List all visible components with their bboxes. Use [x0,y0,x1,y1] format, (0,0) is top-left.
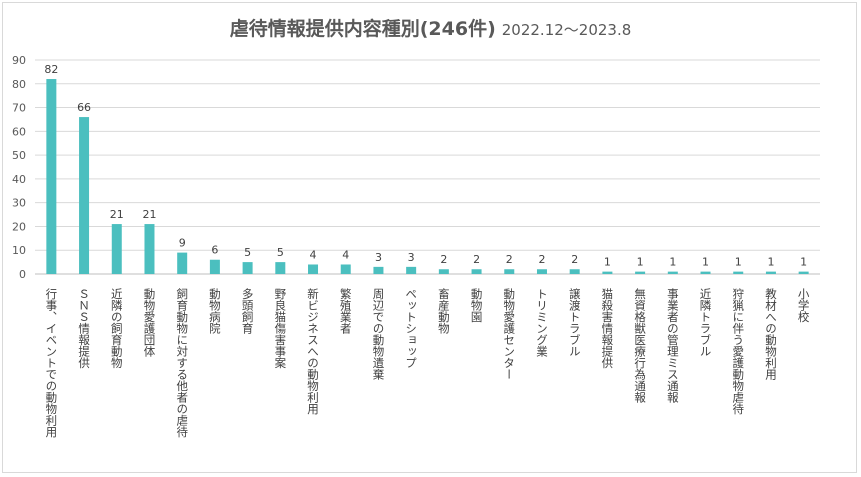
x-tick-label: 近隣トラブル [699,288,713,357]
bar [209,259,220,274]
data-label: 21 [142,208,156,221]
data-label: 2 [440,253,447,266]
bar [373,266,384,274]
data-label: 2 [538,253,545,266]
data-label: 6 [211,244,218,257]
chart-title: 虐待情報提供内容種別(246件) [229,18,496,40]
x-tick-label: 教材への動物利用 [764,287,778,381]
y-tick-label: 50 [12,149,26,162]
bar [765,271,776,274]
bar [667,271,678,274]
data-label: 4 [310,248,317,261]
x-tick-label: 行事、イベントでの動物利用 [44,288,58,438]
chart-title-block: 虐待情報提供内容種別(246件) 2022.12～2023.8 [0,14,861,41]
bar [308,264,319,274]
x-tick-label: 事業者の管理ミス通報 [666,288,680,404]
y-tick-label: 90 [12,54,26,67]
y-tick-label: 80 [12,78,26,91]
bar [111,224,122,274]
data-label: 1 [735,256,742,269]
bar [569,269,580,274]
bar [700,271,711,274]
bar [46,79,57,275]
x-axis-categories: 行事、イベントでの動物利用 ＳＮＳ情報提供 近隣の飼育動物 動物愛護団体 飼育動物に対す… [44,287,810,438]
bar [504,269,515,274]
data-label: 1 [702,256,709,269]
x-tick-label: ペットショップ [404,288,418,369]
x-tick-label: 譲渡トラブル [568,287,582,357]
data-label: 1 [637,256,644,269]
x-tick-label: 繁殖業者 [339,287,353,335]
bar [144,224,155,274]
x-tick-label: ＳＮＳ情報提供 [77,288,91,369]
bar [471,269,482,274]
data-label: 66 [77,101,91,114]
bar [438,269,449,274]
x-tick-label: 動物愛護センター [502,287,516,380]
x-tick-label: 無資格獣医療行為通報 [633,287,647,404]
bar [733,271,744,274]
data-label: 1 [800,256,807,269]
bar [635,271,646,274]
x-tick-label: 猫殺害情報提供 [600,288,614,369]
y-tick-label: 60 [12,125,26,138]
data-label: 1 [669,256,676,269]
data-label: 1 [767,256,774,269]
bars [46,79,809,275]
bar [177,252,188,274]
y-tick-label: 20 [12,220,26,233]
x-tick-label: 新ビジネスへの動物利用 [306,287,320,415]
y-tick-label: 40 [12,173,26,186]
data-label: 2 [473,253,480,266]
x-tick-label: 多頭飼育 [241,287,255,335]
x-tick-label: 近隣の飼育動物 [110,288,124,369]
x-tick-label: 動物園 [470,287,484,323]
data-label: 82 [44,63,58,76]
bar [536,269,547,274]
bar [275,262,286,274]
x-tick-label: 小学校 [797,288,811,323]
y-tick-label: 10 [12,244,26,257]
y-tick-label: 0 [19,268,26,281]
data-label: 5 [244,246,251,259]
x-tick-label: 野良猫傷害事案 [273,288,287,369]
bar [602,271,613,274]
data-label: 21 [110,208,124,221]
data-label: 5 [277,246,284,259]
x-tick-label: 周辺での動物遺棄 [371,288,385,381]
chart-subtitle: 2022.12～2023.8 [501,21,632,39]
data-label: 3 [375,251,382,264]
data-label: 1 [604,256,611,269]
x-tick-label: 動物病院 [208,287,222,334]
x-tick-label: 狩猟に伴う愛護動物虐待 [731,287,745,415]
x-tick-label: 動物愛護団体 [142,287,156,357]
y-tick-label: 70 [12,102,26,115]
x-tick-label: トリミング業 [535,288,549,357]
y-tick-label: 30 [12,197,26,210]
bar [406,266,417,274]
data-label: 4 [342,248,349,261]
data-label: 2 [571,253,578,266]
x-tick-label: 畜産動物 [437,287,451,334]
data-label: 3 [408,251,415,264]
data-label: 9 [179,237,186,250]
bar [340,264,351,274]
bar [242,262,253,274]
gridlines [35,59,820,275]
bar [79,117,90,274]
y-axis: 0 10 20 30 40 50 60 70 80 90 [12,54,26,281]
bar [798,271,809,274]
x-tick-label: 飼育動物に対する他者の虐待 [175,287,189,438]
data-label: 2 [506,253,513,266]
